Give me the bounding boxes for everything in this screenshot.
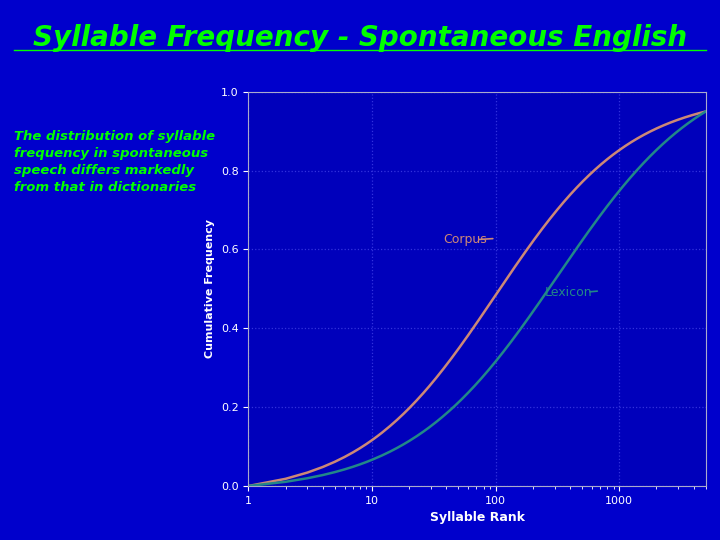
Y-axis label: Cumulative Frequency: Cumulative Frequency [205, 219, 215, 359]
Line: Lexicon: Lexicon [248, 112, 706, 486]
Corpus [685, 112, 694, 119]
Lexicon [649, 149, 658, 156]
Text: The distribution of syllable
frequency in spontaneous
speech differs markedly
fr: The distribution of syllable frequency i… [14, 130, 215, 194]
Text: Lexicon: Lexicon [545, 286, 593, 299]
Line: Corpus: Corpus [248, 112, 706, 486]
Lexicon [244, 483, 253, 489]
Corpus [649, 126, 658, 133]
Corpus [244, 483, 253, 489]
X-axis label: Syllable Rank: Syllable Rank [430, 511, 524, 524]
Lexicon [678, 124, 687, 131]
Text: Syllable Frequency - Spontaneous English: Syllable Frequency - Spontaneous English [33, 24, 687, 52]
Lexicon [690, 115, 699, 122]
Corpus [701, 108, 710, 115]
Text: Corpus: Corpus [444, 233, 487, 246]
Lexicon [674, 127, 683, 134]
Lexicon [610, 194, 618, 200]
Lexicon [685, 119, 694, 125]
Corpus [690, 111, 699, 118]
Corpus [678, 115, 687, 122]
Corpus [610, 151, 618, 157]
Lexicon [701, 108, 710, 115]
Corpus [674, 117, 683, 123]
